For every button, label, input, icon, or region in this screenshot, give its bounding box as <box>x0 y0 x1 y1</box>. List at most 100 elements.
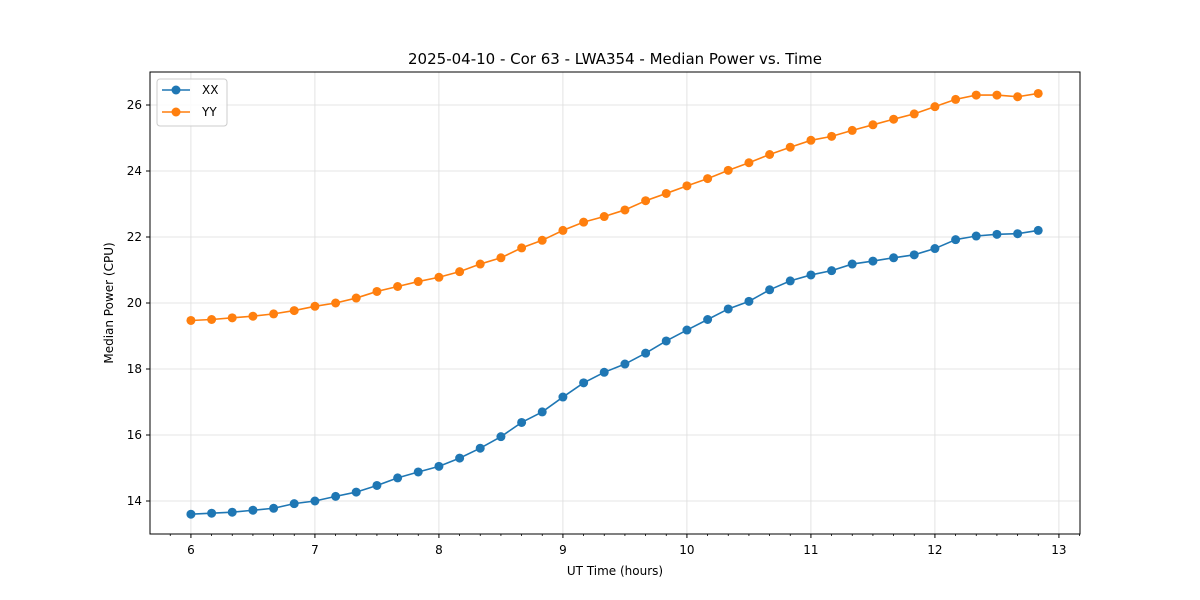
point-xx-9 <box>372 480 382 490</box>
point-yy-14 <box>475 259 485 269</box>
point-yy-27 <box>744 158 754 168</box>
legend-label-yy: YY <box>201 105 217 119</box>
point-yy-33 <box>868 120 878 130</box>
point-yy-4 <box>269 309 279 319</box>
point-yy-38 <box>971 90 981 100</box>
point-xx-17 <box>537 407 547 417</box>
point-xx-8 <box>351 487 361 497</box>
x-tick-label-5: 11 <box>803 543 818 557</box>
point-xx-35 <box>909 250 919 260</box>
x-tick-label-2: 8 <box>435 543 443 557</box>
point-xx-38 <box>971 231 981 241</box>
legend-label-xx: XX <box>202 83 218 97</box>
x-tick-label-3: 9 <box>559 543 567 557</box>
point-xx-28 <box>765 285 775 295</box>
point-xx-19 <box>579 378 589 388</box>
point-xx-11 <box>413 467 423 477</box>
point-yy-39 <box>992 90 1002 100</box>
ticks-layer: 6 7 8 9 10 11 12 13 14 16 18 20 22 24 26 <box>127 98 1080 557</box>
legend-marker-xx <box>171 85 181 95</box>
y-axis-label: Median Power (CPU) <box>102 242 116 363</box>
point-xx-32 <box>847 259 857 269</box>
point-yy-28 <box>765 150 775 159</box>
point-xx-4 <box>269 503 279 513</box>
x-axis-label: UT Time (hours) <box>567 564 663 578</box>
point-xx-26 <box>723 304 733 314</box>
point-yy-24 <box>682 181 692 191</box>
point-xx-27 <box>744 296 754 306</box>
point-yy-13 <box>455 267 465 277</box>
point-xx-10 <box>393 473 403 483</box>
x-tick-label-6: 12 <box>927 543 942 557</box>
point-yy-11 <box>413 277 423 287</box>
point-yy-37 <box>951 94 961 104</box>
point-xx-29 <box>785 276 795 286</box>
point-xx-21 <box>620 359 630 369</box>
point-xx-18 <box>558 392 568 402</box>
point-yy-21 <box>620 205 630 215</box>
legend-marker-yy <box>171 107 181 117</box>
point-yy-16 <box>517 243 527 253</box>
point-yy-0 <box>186 315 196 325</box>
point-xx-30 <box>806 270 816 280</box>
point-xx-15 <box>496 432 506 442</box>
point-yy-22 <box>641 196 651 206</box>
point-yy-20 <box>599 212 609 222</box>
x-tick-label-0: 6 <box>187 543 195 557</box>
point-yy-31 <box>827 131 837 141</box>
y-tick-label-4: 22 <box>127 230 142 244</box>
point-xx-33 <box>868 256 878 266</box>
point-yy-26 <box>723 165 733 175</box>
series-line-xx <box>190 229 1039 515</box>
point-xx-41 <box>1033 225 1043 235</box>
point-xx-36 <box>930 244 940 254</box>
point-yy-2 <box>227 313 237 323</box>
point-yy-6 <box>310 301 320 311</box>
point-xx-31 <box>827 266 837 276</box>
point-xx-39 <box>992 229 1002 239</box>
point-yy-40 <box>1013 92 1023 102</box>
point-xx-23 <box>661 336 671 346</box>
point-yy-34 <box>889 114 899 124</box>
point-xx-2 <box>227 507 237 517</box>
series-line-yy <box>190 92 1039 322</box>
y-tick-label-1: 16 <box>127 428 142 442</box>
point-yy-17 <box>537 235 547 245</box>
point-yy-29 <box>785 142 795 152</box>
chart-title: 2025-04-10 - Cor 63 - LWA354 - Median Po… <box>408 50 822 68</box>
point-yy-12 <box>434 272 444 282</box>
point-xx-6 <box>310 496 320 506</box>
y-tick-label-6: 26 <box>127 98 142 112</box>
point-xx-40 <box>1013 229 1023 239</box>
point-yy-1 <box>207 315 217 324</box>
point-yy-3 <box>248 311 258 321</box>
point-xx-25 <box>703 315 713 324</box>
point-yy-15 <box>496 253 506 263</box>
point-xx-1 <box>207 508 217 518</box>
x-tick-label-7: 13 <box>1051 543 1066 557</box>
point-xx-12 <box>434 461 444 471</box>
grid-layer <box>150 72 1080 534</box>
point-xx-13 <box>455 453 465 463</box>
point-xx-24 <box>682 325 692 335</box>
point-yy-19 <box>579 217 589 227</box>
point-yy-10 <box>393 282 403 291</box>
point-yy-18 <box>558 225 568 235</box>
y-tick-label-5: 24 <box>127 164 142 178</box>
point-yy-30 <box>806 135 816 145</box>
point-yy-5 <box>289 306 299 316</box>
point-xx-14 <box>475 443 485 453</box>
y-tick-label-3: 20 <box>127 296 142 310</box>
point-yy-41 <box>1033 88 1043 98</box>
point-yy-9 <box>372 286 382 296</box>
y-tick-label-0: 14 <box>127 494 142 508</box>
point-yy-25 <box>703 174 713 184</box>
legend: XX YY <box>156 78 228 127</box>
point-yy-23 <box>661 188 671 198</box>
point-xx-22 <box>641 348 651 358</box>
point-yy-36 <box>930 102 940 112</box>
x-tick-label-4: 10 <box>679 543 694 557</box>
point-xx-5 <box>289 499 299 509</box>
